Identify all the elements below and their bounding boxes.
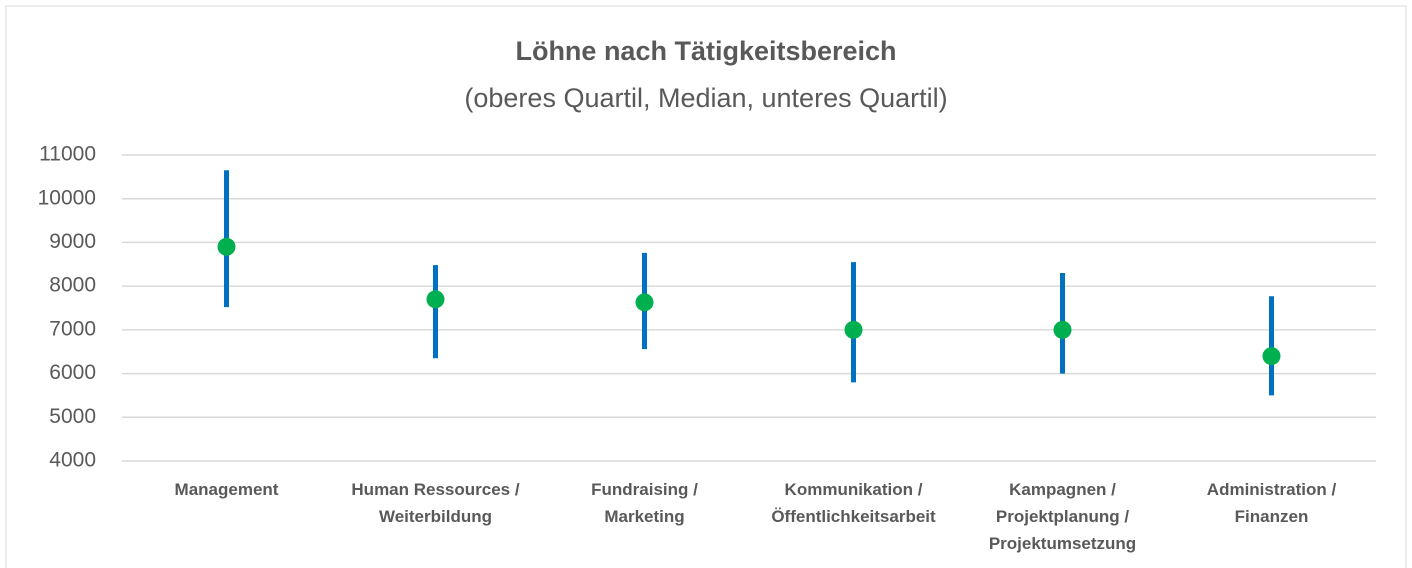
chart-subtitle: (oberes Quartil, Median, unteres Quartil… [464, 83, 947, 113]
x-tick-label: Kampagnen / Projektplanung / Projektumse… [988, 480, 1137, 553]
y-tick-label: 10000 [38, 186, 96, 209]
median-dot [1262, 347, 1281, 366]
x-tick-label: Management [174, 480, 279, 499]
y-tick-label: 5000 [49, 405, 96, 428]
x-tick-label: Administration / Finanzen [1206, 480, 1337, 526]
median-dot [844, 320, 863, 339]
median-dot [1053, 320, 1072, 339]
x-tick-label: Fundraising / Marketing [591, 480, 698, 526]
y-tick-label: 6000 [49, 361, 96, 384]
chart-border [5, 5, 1407, 568]
median-dot [217, 237, 236, 256]
y-tick-label: 4000 [49, 449, 96, 472]
x-tick-label: Human Ressources / Weiterbildung [351, 480, 520, 526]
y-tick-label: 8000 [49, 274, 96, 297]
median-dot [426, 290, 445, 309]
chart-title: Löhne nach Tätigkeitsbereich [515, 36, 896, 66]
x-tick-label: Kommunikation / Öffentlichkeitsarbeit [771, 480, 936, 526]
y-tick-label: 11000 [39, 143, 96, 166]
median-dot [635, 293, 654, 312]
y-tick-label: 7000 [49, 317, 96, 340]
y-tick-label: 9000 [49, 230, 96, 253]
